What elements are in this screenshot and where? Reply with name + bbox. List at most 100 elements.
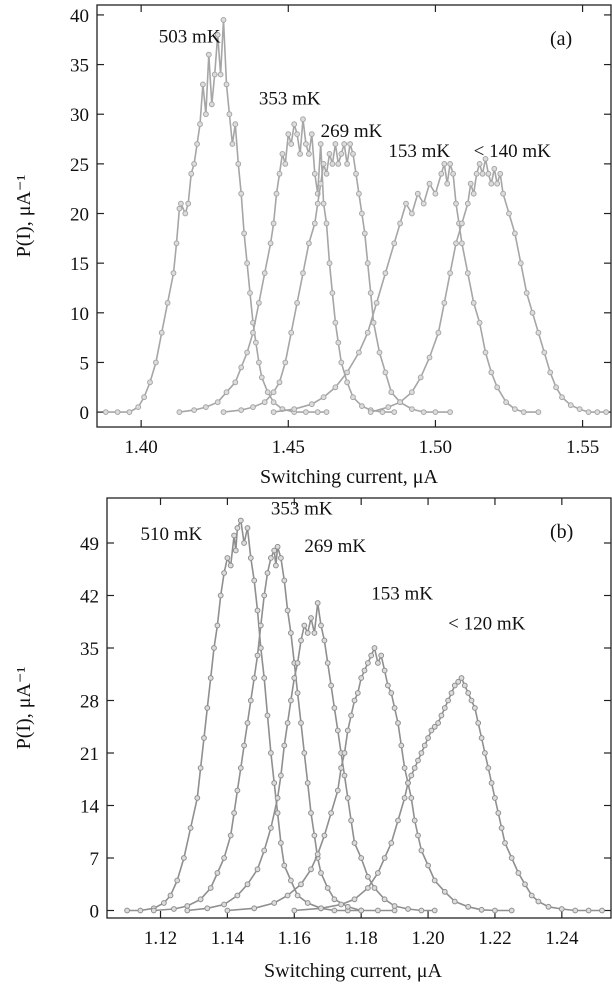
- data-point: [381, 896, 388, 903]
- data-point: [344, 795, 351, 801]
- data-point: [432, 190, 439, 197]
- data-point: [522, 881, 528, 888]
- x-tick-label: 1.18: [345, 928, 378, 949]
- x-tick-label: 1.16: [278, 928, 311, 949]
- data-point: [323, 409, 330, 416]
- data-point: [441, 300, 448, 306]
- data-point: [187, 825, 194, 831]
- data-point: [512, 406, 518, 413]
- data-point: [358, 855, 365, 861]
- data-point: [251, 905, 258, 912]
- y-tick-label: 40: [70, 6, 89, 27]
- data-point: [214, 870, 221, 876]
- data-point: [425, 735, 432, 741]
- data-point: [415, 832, 421, 839]
- series-line: [294, 676, 602, 912]
- data-point: [523, 290, 530, 296]
- data-point: [288, 697, 294, 704]
- data-point: [428, 727, 435, 734]
- data-point: [321, 637, 328, 644]
- data-point: [258, 374, 265, 381]
- data-point: [418, 847, 425, 854]
- data-point: [282, 359, 289, 366]
- data-point: [141, 394, 148, 401]
- data-point: [491, 165, 498, 172]
- data-point: [473, 170, 480, 177]
- data-point: [229, 141, 236, 147]
- data-point: [294, 660, 301, 666]
- data-point: [341, 141, 348, 147]
- data-point: [314, 409, 321, 416]
- data-point: [398, 742, 405, 749]
- data-point: [334, 727, 341, 734]
- data-point: [418, 750, 425, 756]
- data-point: [468, 697, 475, 704]
- data-point: [173, 240, 180, 247]
- data-point: [267, 240, 274, 247]
- data-point: [304, 900, 311, 906]
- y-tick-label: 35: [70, 56, 89, 77]
- data-point: [508, 855, 515, 861]
- data-point: [176, 409, 183, 416]
- data-point: [485, 765, 492, 771]
- data-point: [375, 870, 381, 876]
- series-2: [150, 543, 398, 914]
- data-point: [223, 81, 230, 88]
- data-point: [184, 907, 191, 914]
- data-point: [382, 270, 389, 277]
- series-1: [102, 17, 330, 416]
- data-point: [476, 161, 483, 167]
- data-point: [191, 407, 198, 414]
- data-point: [475, 720, 482, 726]
- data-point: [492, 795, 498, 801]
- data-point: [194, 795, 201, 801]
- data-point: [367, 409, 374, 416]
- data-point: [559, 394, 565, 401]
- data-point: [161, 900, 167, 906]
- data-point: [197, 896, 204, 903]
- data-point: [364, 260, 371, 267]
- data-point: [409, 389, 415, 396]
- data-point: [431, 907, 438, 914]
- data-point: [308, 615, 314, 621]
- data-point: [288, 329, 295, 336]
- data-point: [464, 270, 471, 277]
- data-point: [338, 901, 345, 908]
- data-point: [102, 409, 109, 416]
- data-point: [261, 592, 268, 599]
- data-point: [294, 300, 301, 306]
- data-point: [451, 682, 458, 689]
- data-point: [332, 384, 339, 391]
- data-point: [359, 403, 365, 410]
- data-point: [217, 592, 224, 599]
- data-point: [288, 630, 294, 636]
- data-point: [478, 735, 485, 741]
- data-point: [304, 780, 311, 786]
- y-tick-label: 5: [80, 353, 90, 374]
- series-5: [367, 156, 609, 416]
- data-point: [234, 892, 241, 899]
- data-point: [278, 555, 284, 561]
- data-point: [251, 577, 258, 584]
- series-1: [124, 517, 365, 914]
- series-label: 269 mK: [321, 121, 383, 142]
- data-point: [285, 131, 292, 138]
- data-point: [470, 300, 477, 306]
- data-point: [354, 690, 361, 696]
- data-point: [211, 645, 217, 651]
- x-tick-label: 1.22: [478, 928, 511, 949]
- data-point: [281, 742, 288, 749]
- data-point: [238, 364, 245, 371]
- series-4: [224, 645, 515, 914]
- data-point: [300, 270, 306, 277]
- data-point: [203, 404, 209, 411]
- data-point: [318, 870, 324, 876]
- data-point: [350, 151, 356, 157]
- data-point: [448, 690, 455, 696]
- data-point: [223, 389, 230, 396]
- data-point: [254, 652, 261, 659]
- series-2: [176, 116, 398, 416]
- data-point: [232, 547, 239, 554]
- data-point: [247, 555, 254, 561]
